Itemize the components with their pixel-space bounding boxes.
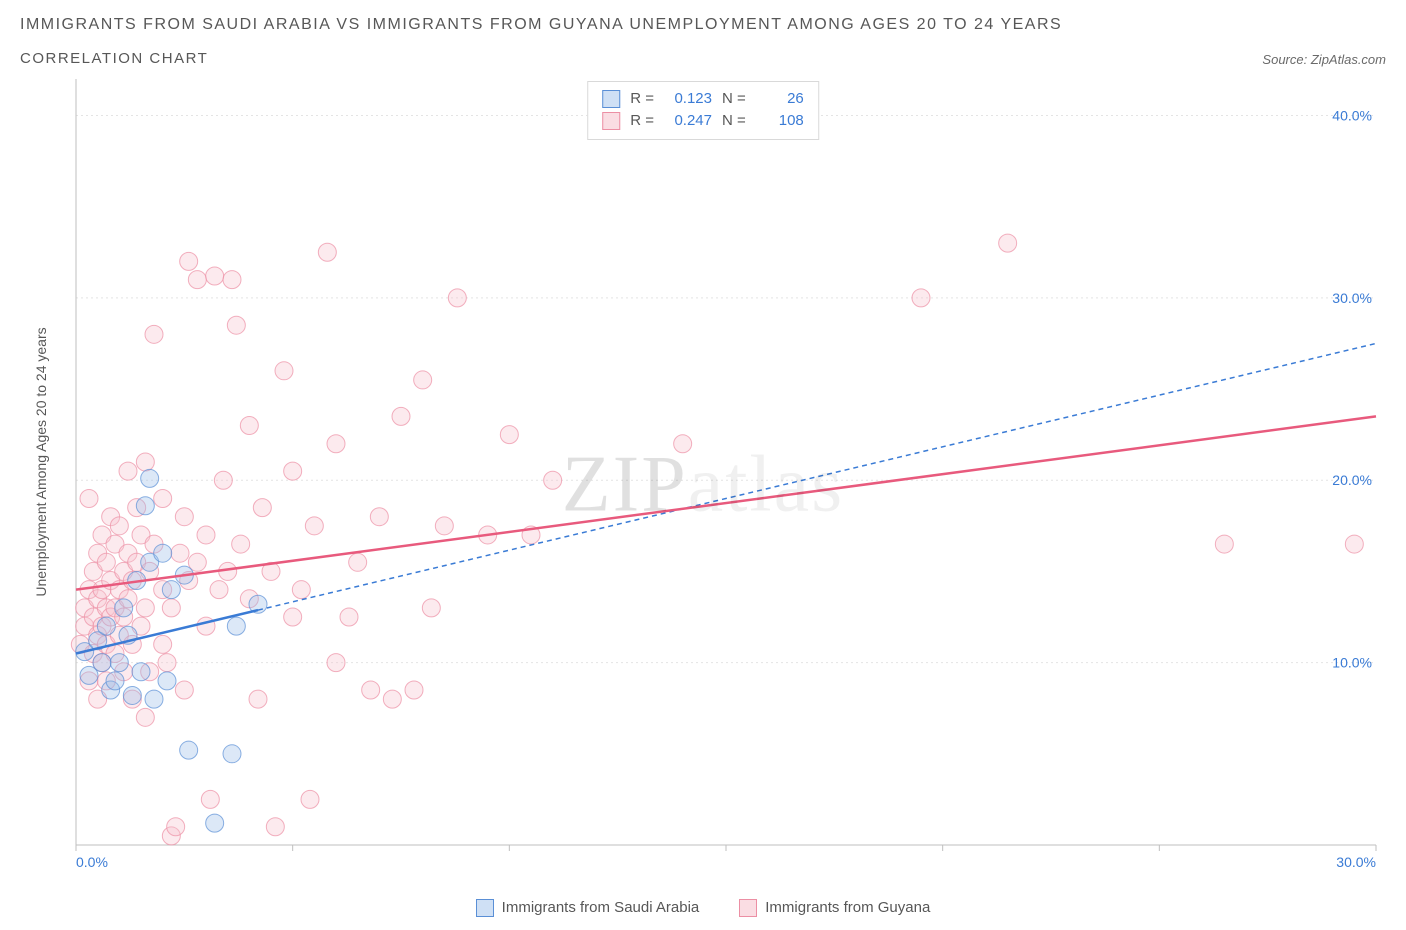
source-label: Source: <box>1262 52 1307 67</box>
r-value: 0.247 <box>664 110 712 133</box>
svg-text:30.0%: 30.0% <box>1332 289 1372 305</box>
legend-bottom: Immigrants from Saudi Arabia Immigrants f… <box>20 899 1386 917</box>
legend-label: Immigrants from Guyana <box>765 899 930 916</box>
stats-legend-box: R = 0.123 N = 26 R = 0.247 N = 108 <box>587 81 819 140</box>
source-attribution: Source: ZipAtlas.com <box>1262 52 1386 67</box>
chart-title: IMMIGRANTS FROM SAUDI ARABIA VS IMMIGRAN… <box>20 12 1062 38</box>
chart-container: 0.0% 30.0% 10.0% 20.0% 30.0% 40.0% Unemploymen… <box>20 75 1386 895</box>
svg-text:30.0%: 30.0% <box>1336 854 1376 870</box>
legend-item: Immigrants from Guyana <box>739 899 930 917</box>
swatch-icon <box>476 899 494 917</box>
n-label: N = <box>722 88 746 111</box>
stats-row: R = 0.247 N = 108 <box>602 110 804 133</box>
swatch-icon <box>602 90 620 108</box>
svg-text:0.0%: 0.0% <box>76 854 108 870</box>
scatter-chart: 0.0% 30.0% 10.0% 20.0% 30.0% 40.0% Unemploymen… <box>20 75 1386 875</box>
n-label: N = <box>722 110 746 133</box>
source-value: ZipAtlas.com <box>1311 52 1386 67</box>
legend-label: Immigrants from Saudi Arabia <box>502 899 700 916</box>
r-value: 0.123 <box>664 88 712 111</box>
svg-text:Unemployment Among Ages 20 to: Unemployment Among Ages 20 to 24 years <box>33 327 49 596</box>
stats-row: R = 0.123 N = 26 <box>602 88 804 111</box>
r-label: R = <box>630 110 654 133</box>
svg-text:40.0%: 40.0% <box>1332 107 1372 123</box>
swatch-icon <box>739 899 757 917</box>
svg-text:10.0%: 10.0% <box>1332 654 1372 670</box>
svg-text:20.0%: 20.0% <box>1332 472 1372 488</box>
n-value: 26 <box>756 88 804 111</box>
swatch-icon <box>602 112 620 130</box>
r-label: R = <box>630 88 654 111</box>
title-block: IMMIGRANTS FROM SAUDI ARABIA VS IMMIGRAN… <box>20 12 1062 67</box>
n-value: 108 <box>756 110 804 133</box>
legend-item: Immigrants from Saudi Arabia <box>476 899 700 917</box>
chart-subtitle: CORRELATION CHART <box>20 50 1062 67</box>
header: IMMIGRANTS FROM SAUDI ARABIA VS IMMIGRAN… <box>20 12 1386 67</box>
